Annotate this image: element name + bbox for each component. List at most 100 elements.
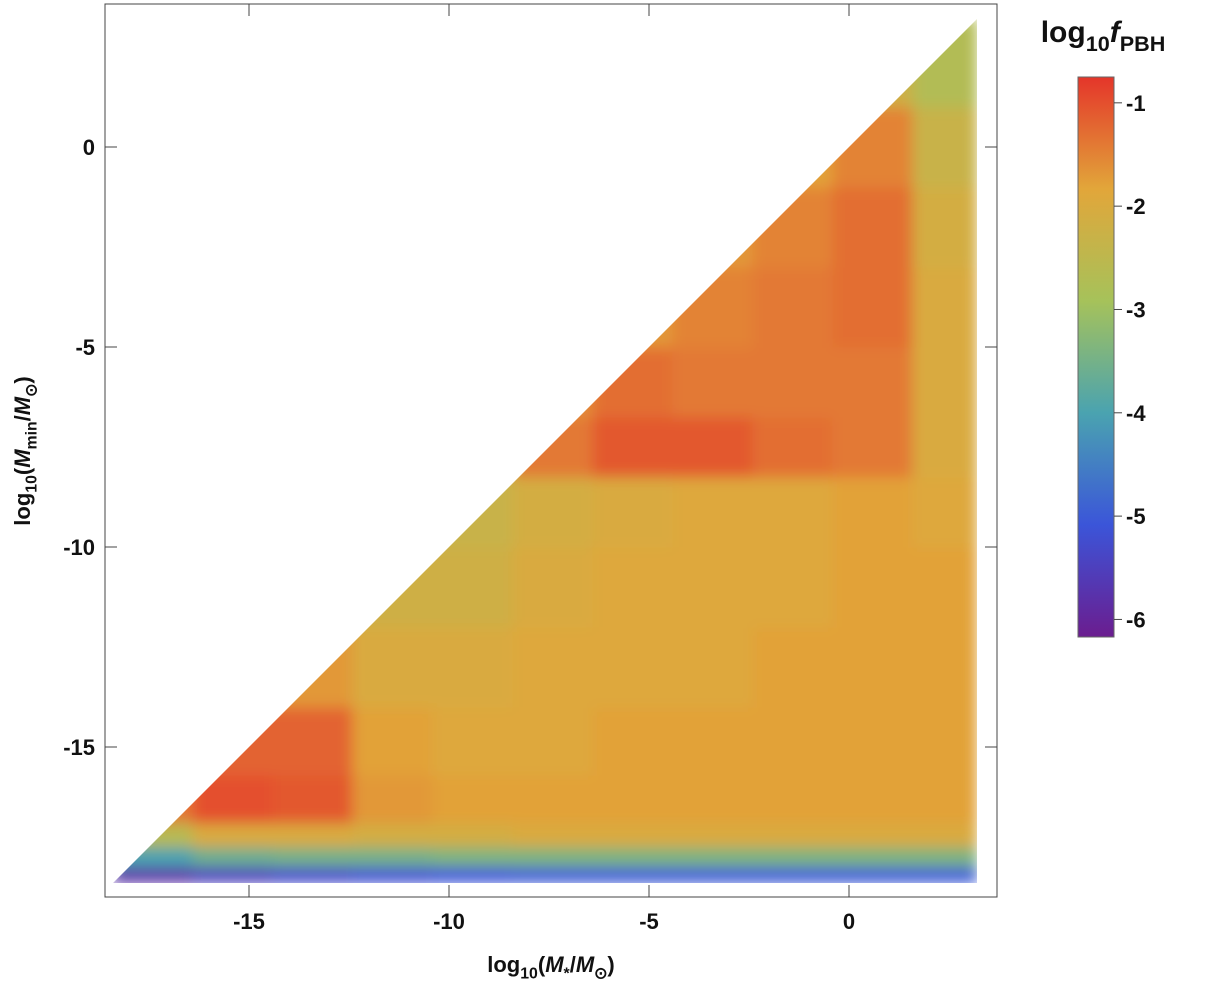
heat-cell: [592, 626, 674, 708]
heat-cell: [592, 546, 674, 628]
heat-cell: [912, 186, 977, 268]
colorbar-title: log10fPBH: [1041, 16, 1166, 56]
heat-cell: [192, 706, 274, 776]
heat-cell: [192, 866, 274, 883]
heat-cell: [113, 774, 194, 824]
x-axis-label-part: ): [607, 952, 614, 977]
x-axis-label-part: M: [545, 952, 564, 977]
heat-cell: [832, 546, 914, 628]
heat-cell: [272, 626, 354, 708]
heat-cell: [113, 866, 194, 883]
heat-cell: [912, 19, 977, 108]
heat-cell: [512, 626, 594, 708]
heat-cell: [272, 846, 354, 868]
heat-cell: [352, 546, 434, 628]
heat-cell: [672, 546, 754, 628]
colorbar-title-part: PBH: [1120, 31, 1166, 56]
heat-cell: [832, 822, 914, 848]
heat-cell: [672, 186, 754, 268]
heat-cell: [432, 546, 514, 628]
x-axis-label-part: *: [564, 966, 571, 983]
heat-cell: [912, 706, 977, 776]
x-tick-label: 0: [843, 909, 855, 934]
y-axis-label-part: min: [24, 421, 41, 449]
y-axis-label-part: ): [10, 376, 35, 383]
heat-cell: [192, 774, 274, 824]
heat-cell: [432, 866, 514, 883]
heat-cell: [912, 774, 977, 824]
heat-cell: [432, 774, 514, 824]
heat-cell: [592, 346, 674, 418]
colorbar-title-part: f: [1110, 16, 1123, 49]
heat-cell: [592, 846, 674, 868]
heat-cell: [432, 822, 514, 848]
heat-cell: [672, 476, 754, 548]
heat-cell: [592, 866, 674, 883]
heat-cell: [192, 626, 274, 708]
heat-cell: [832, 106, 914, 188]
heat-cell: [752, 822, 834, 848]
y-tick-label: -5: [75, 335, 95, 360]
heat-cell: [912, 416, 977, 478]
y-axis-label-part: M: [10, 449, 35, 468]
heat-cell: [672, 774, 754, 824]
heat-cell: [592, 822, 674, 848]
heat-cell: [832, 774, 914, 824]
colorbar-tick-label: -5: [1126, 504, 1146, 529]
heat-cell: [752, 546, 834, 628]
y-axis-label: log10(Mmin/M⊙): [10, 376, 41, 525]
y-axis-label-part: (: [10, 467, 35, 475]
frame: [104, 3, 998, 898]
heat-cell: [752, 266, 834, 348]
heat-cell: [912, 346, 977, 418]
x-axis-label-part: /: [570, 952, 576, 977]
colorbar-tick-label: -2: [1126, 194, 1146, 219]
y-tick-label: -10: [63, 535, 95, 560]
heat-cell: [752, 346, 834, 418]
heat-cell: [672, 846, 754, 868]
heat-cell: [352, 706, 434, 776]
heat-cell: [832, 476, 914, 548]
colorbar-tick-label: -4: [1126, 401, 1146, 426]
heat-cell: [672, 706, 754, 776]
x-tick-label: -10: [433, 909, 465, 934]
colorbar-title-part: log: [1041, 16, 1086, 49]
heat-cell: [752, 106, 834, 188]
heat-cell: [512, 346, 594, 418]
heat-cell: [912, 476, 977, 548]
colorbar-tick-label: -1: [1126, 91, 1146, 116]
x-axis-label-part: (: [538, 952, 546, 977]
heat-cell: [352, 774, 434, 824]
x-axis-label-part: ⊙: [594, 966, 607, 983]
y-axis-label-part: ⊙: [24, 384, 41, 397]
heat-cell: [272, 866, 354, 883]
heat-cell: [832, 706, 914, 776]
heat-cell: [592, 266, 674, 348]
heat-cell: [432, 476, 514, 548]
heat-cell: [752, 774, 834, 824]
heat-cell: [432, 846, 514, 868]
field: [113, 19, 977, 883]
heat-cell: [832, 866, 914, 883]
heat-cell: [752, 706, 834, 776]
heat-cell: [752, 186, 834, 268]
heat-cell: [352, 866, 434, 883]
heat-cell: [113, 822, 194, 848]
heat-cell: [352, 846, 434, 868]
heat-cell: [832, 19, 914, 108]
colorbar: [1077, 76, 1115, 638]
heat-cell: [512, 476, 594, 548]
x-axis-label: log10(M*/M⊙): [487, 952, 614, 983]
heat-cell: [912, 626, 977, 708]
field-cells: [113, 19, 977, 883]
heat-cell: [832, 846, 914, 868]
heat-cell: [672, 346, 754, 418]
heat-cell: [832, 266, 914, 348]
heat-cell: [672, 266, 754, 348]
heat-cell: [672, 416, 754, 478]
colorbar-tick-label: -3: [1126, 297, 1146, 322]
x-tick-label: -5: [639, 909, 659, 934]
heat-cell: [272, 706, 354, 776]
heat-cell: [592, 706, 674, 776]
heat-cell: [752, 626, 834, 708]
